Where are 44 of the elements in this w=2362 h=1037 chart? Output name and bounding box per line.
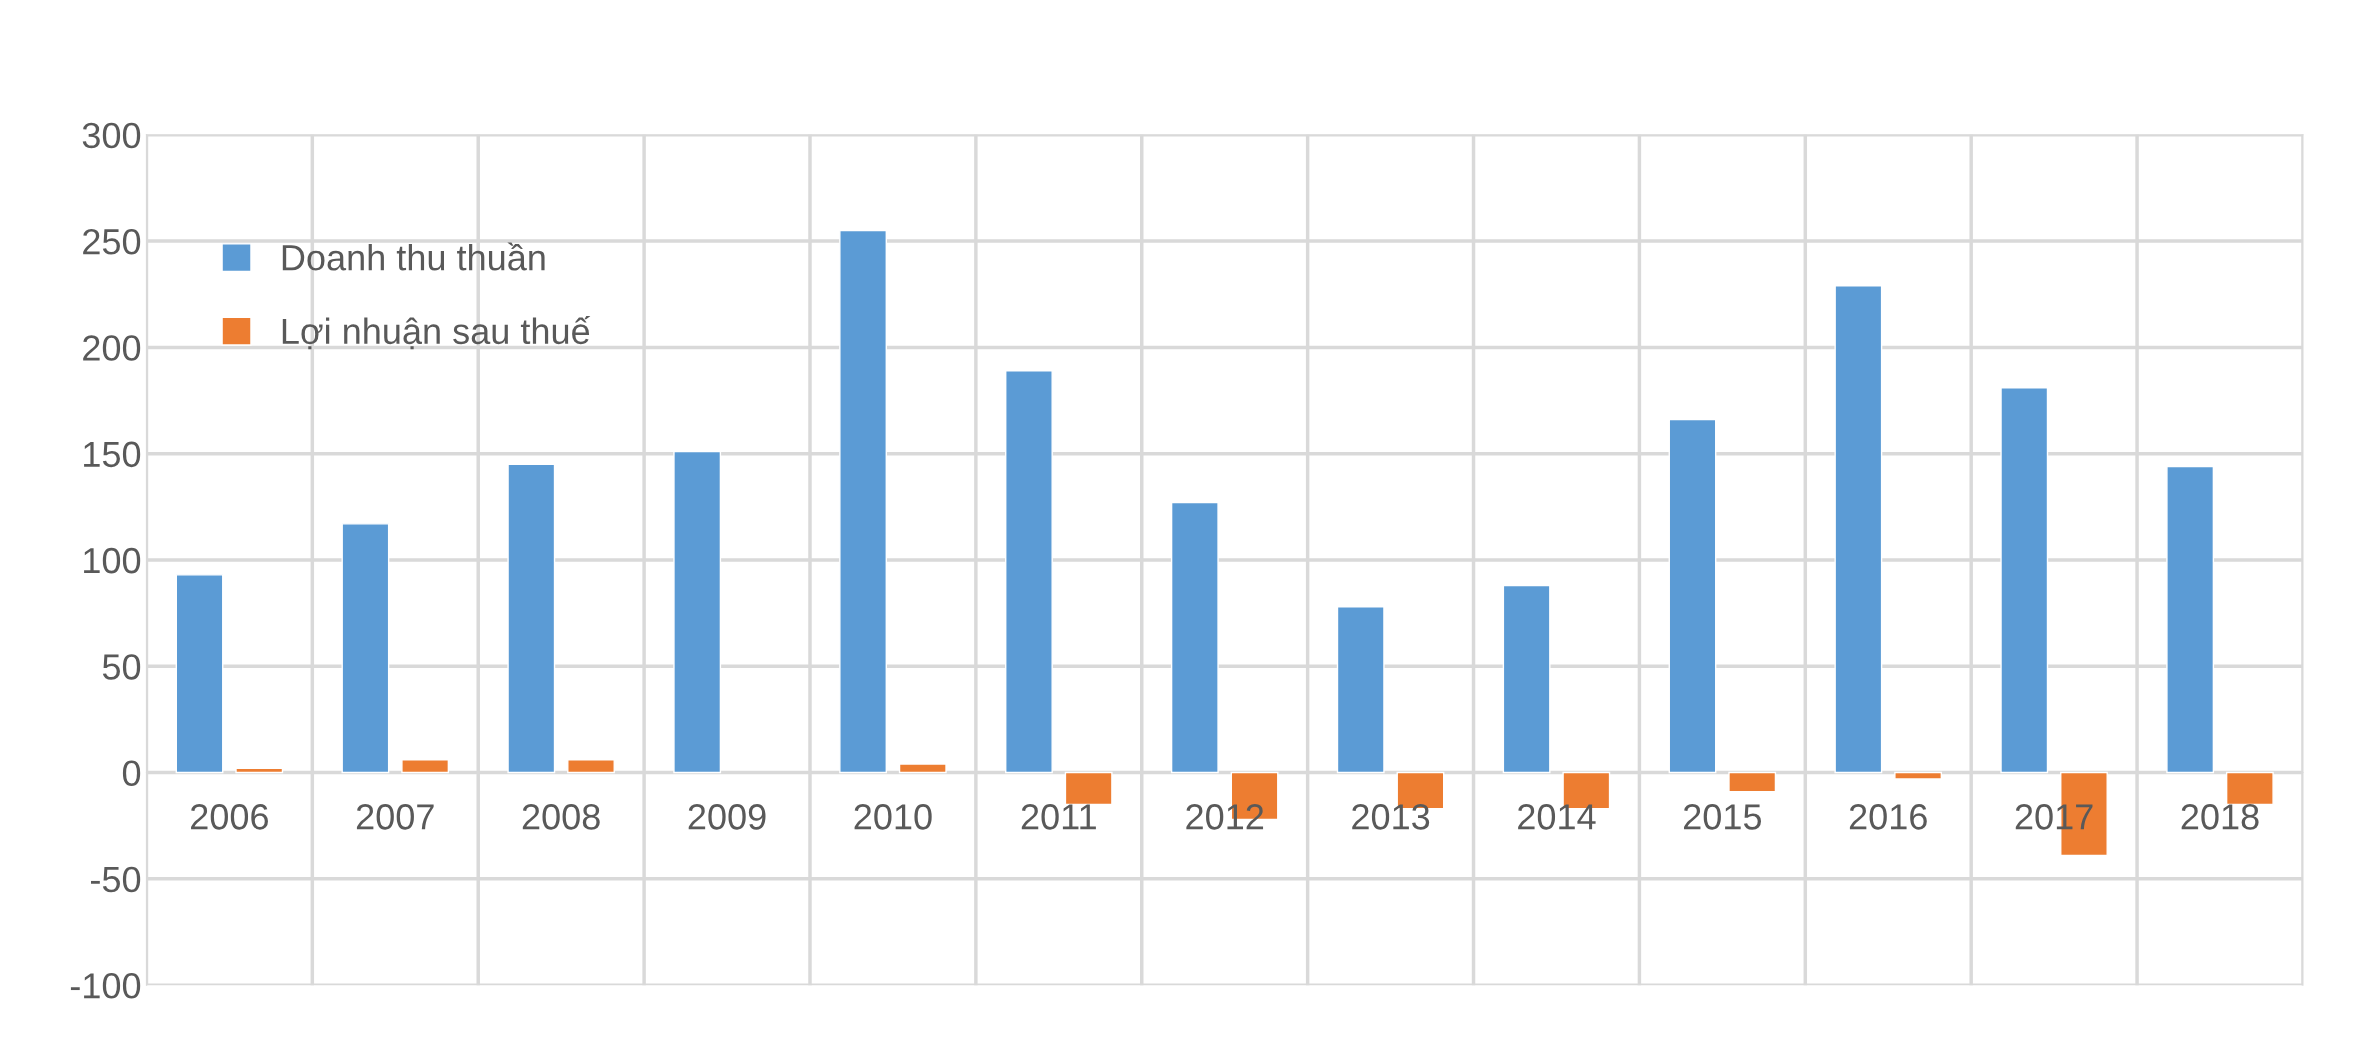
bar xyxy=(1336,606,1385,774)
bar xyxy=(898,763,947,774)
bar xyxy=(2225,771,2274,806)
x-tick-label: 2006 xyxy=(191,804,268,830)
bar xyxy=(341,523,390,774)
x-tick-label: 2014 xyxy=(1518,804,1596,830)
y-tick-label: 200 xyxy=(83,335,141,361)
x-tick-label: 2018 xyxy=(2181,804,2259,830)
bar xyxy=(839,229,887,774)
bar xyxy=(1834,285,1883,774)
bar xyxy=(1005,370,1053,774)
bar xyxy=(673,450,722,774)
bar xyxy=(1502,584,1551,774)
bar xyxy=(507,463,556,774)
bar xyxy=(2166,465,2215,774)
y-tick-label: -50 xyxy=(91,866,141,893)
y-tick-label: 50 xyxy=(102,654,141,680)
x-tick-label: 2008 xyxy=(522,804,600,830)
bar xyxy=(175,574,224,774)
bar xyxy=(235,767,284,774)
y-tick-label: 300 xyxy=(82,122,141,149)
y-tick-label: 0 xyxy=(122,760,141,787)
bar xyxy=(1728,771,1777,793)
bar xyxy=(1064,771,1113,806)
bar xyxy=(1668,418,1717,774)
x-tick-label: 2016 xyxy=(1849,804,1927,830)
x-tick-label: 2011 xyxy=(1021,804,1096,830)
bar xyxy=(567,759,615,774)
y-tick-label: 150 xyxy=(84,441,141,468)
y-tick-label: 100 xyxy=(84,547,141,574)
y-tick-label: 250 xyxy=(83,228,141,255)
x-tick-label: 2015 xyxy=(1684,804,1762,830)
bar xyxy=(401,759,450,774)
x-tick-label: 2013 xyxy=(1352,804,1430,830)
x-tick-label: 2012 xyxy=(1186,804,1264,830)
x-tick-label: 2010 xyxy=(854,804,932,830)
x-tick-label: 2009 xyxy=(688,804,766,830)
bar xyxy=(1894,771,1943,780)
bar xyxy=(1170,501,1219,774)
legend-label: Doanh thu thuần xyxy=(282,242,545,271)
legend-label: Lợi nhuận sau thuế xyxy=(282,316,591,350)
y-tick-label: -100 xyxy=(70,973,141,999)
x-tick-label: 2007 xyxy=(356,804,434,830)
bar xyxy=(2000,387,2049,774)
